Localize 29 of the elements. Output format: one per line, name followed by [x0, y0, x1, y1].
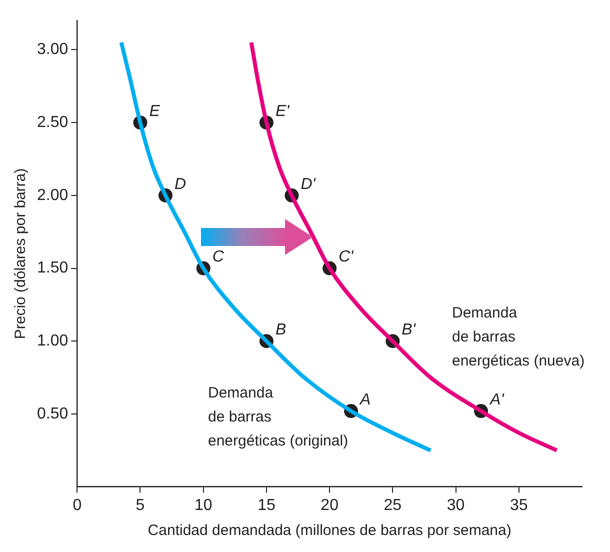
annotation: E' [275, 103, 290, 120]
annotation: A' [489, 391, 505, 408]
annotation: E [149, 103, 160, 120]
x-tick-label: 35 [510, 496, 528, 514]
annotation: B' [402, 322, 416, 339]
x-axis-title: Cantidad demandada (millones de barras por semana) [148, 522, 512, 540]
y-tick-label: 3.00 [37, 41, 68, 58]
x-tick-label: 25 [384, 496, 402, 514]
annotation: C [212, 248, 224, 266]
x-tick-label: 10 [194, 496, 212, 514]
annotation: Demanda de barras energéticas (nueva) [452, 304, 585, 370]
annotation: D [174, 176, 186, 193]
x-tick-label: 30 [446, 496, 465, 514]
y-axis-title: Precio (dólares por barra) [12, 168, 30, 340]
annotation: B [275, 322, 286, 339]
x-tick-label: 15 [258, 496, 276, 514]
annotation: C' [338, 248, 354, 266]
y-tick-label: 0.50 [37, 405, 68, 422]
annotation: D' [300, 176, 316, 193]
annotation: Demanda de barras energéticas (original) [208, 384, 348, 450]
y-tick-label: 1.50 [37, 260, 68, 277]
x-tick-label: 5 [136, 496, 145, 514]
line-series [119, 40, 433, 452]
x-tick-label: 20 [320, 496, 339, 514]
y-tick-label: 2.00 [37, 186, 68, 204]
x-tick-label: 0 [72, 496, 82, 514]
y-tick-label: 2.50 [37, 114, 68, 131]
y-tick-label: 1.00 [37, 332, 68, 350]
annotation: A [359, 391, 371, 408]
